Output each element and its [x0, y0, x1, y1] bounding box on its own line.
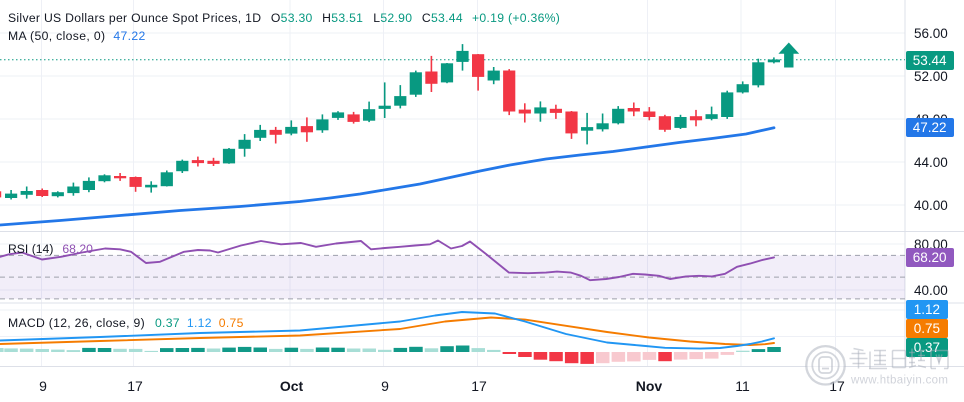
svg-text:www.htbaiyin.com: www.htbaiyin.com: [850, 375, 949, 387]
